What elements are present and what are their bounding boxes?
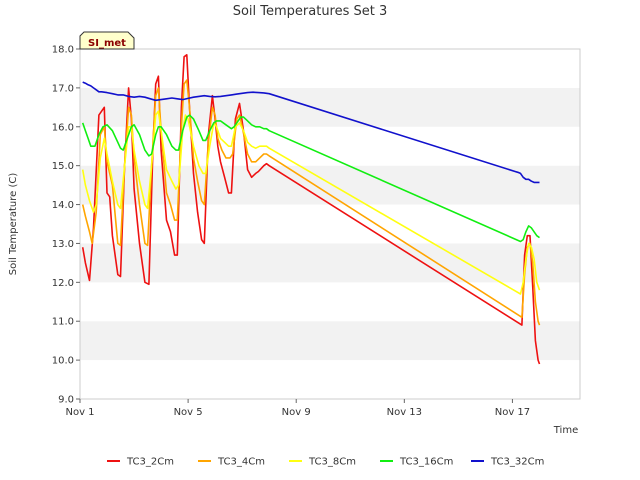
x-axis-label: Time	[553, 425, 578, 436]
plot-area-border	[79, 48, 581, 400]
series-line-tc3_8cm	[81, 110, 541, 295]
x-tick-label: Nov 9	[282, 407, 311, 418]
legend-label: TC3_32Cm	[490, 457, 544, 468]
y-tick-label: 12.0	[52, 278, 74, 289]
y-tick-label: 16.0	[52, 122, 74, 133]
site-badge: SI_met	[79, 31, 135, 50]
background-band	[80, 87, 580, 127]
legend-item-tc3_16cm: TC3_16Cm	[380, 457, 453, 468]
x-tick-label: Nov 5	[174, 407, 203, 418]
x-axis: Nov 1 Nov 5 Nov 9 Nov 13 Nov 17	[65, 399, 530, 418]
site-badge-box	[79, 31, 135, 50]
y-tick-label: 15.0	[52, 161, 74, 172]
site-badge-label: SI_met	[88, 38, 126, 49]
background-band	[80, 165, 580, 205]
series-lines	[81, 53, 541, 365]
legend-label: TC3_16Cm	[399, 457, 453, 468]
legend-label: TC3_4Cm	[217, 457, 265, 468]
background-band	[80, 282, 580, 322]
series-line-tc3_16cm	[81, 114, 540, 243]
y-tick-label: 17.0	[52, 83, 74, 94]
background-band	[80, 49, 580, 88]
background-band	[80, 321, 580, 361]
legend-item-tc3_32cm: TC3_32Cm	[471, 457, 544, 468]
plot-background-bands	[80, 49, 580, 399]
y-tick-label: 11.0	[52, 317, 74, 328]
background-band	[80, 243, 580, 283]
legend: TC3_2Cm TC3_4Cm TC3_8Cm TC3_16Cm TC3_32Cm	[107, 457, 544, 468]
y-axis-label: Soil Temperature (C)	[8, 173, 19, 276]
series-line-tc3_32cm	[82, 81, 540, 184]
chart-title: Soil Temperatures Set 3	[233, 4, 388, 19]
y-tick-label: 13.0	[52, 239, 74, 250]
legend-label: TC3_8Cm	[308, 457, 356, 468]
legend-item-tc3_4cm: TC3_4Cm	[198, 457, 265, 468]
y-tick-label: 14.0	[52, 200, 74, 211]
legend-label: TC3_2Cm	[126, 457, 174, 468]
y-tick-label: 10.0	[52, 356, 74, 367]
background-band	[80, 360, 580, 399]
x-tick-label: Nov 13	[387, 407, 422, 418]
x-tick-label: Nov 1	[65, 407, 94, 418]
legend-item-tc3_2cm: TC3_2Cm	[107, 457, 174, 468]
background-band	[80, 204, 580, 244]
y-tick-label: 9.0	[58, 395, 74, 406]
y-tick-label: 18.0	[52, 45, 74, 56]
y-axis: 9.0 10.0 11.0 12.0 13.0 14.0 15.0 16.0 17.0 18.0	[52, 45, 80, 406]
x-tick-label: Nov 17	[495, 407, 530, 418]
legend-item-tc3_8cm: TC3_8Cm	[289, 457, 356, 468]
